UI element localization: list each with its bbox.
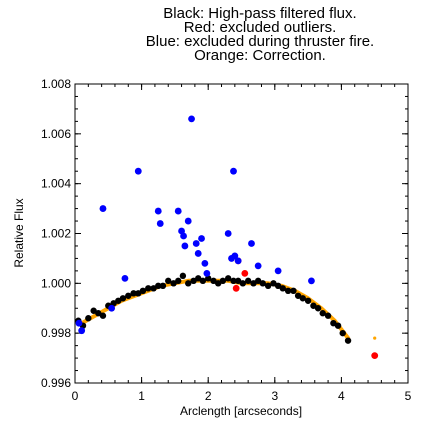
blue-point	[108, 304, 116, 312]
y-tick-label: 1.000	[41, 276, 71, 290]
black-point	[259, 280, 267, 287]
black-point	[230, 277, 237, 285]
blue-point	[231, 252, 239, 260]
blue-point	[121, 274, 129, 282]
title-line-2: Red: excluded outliers.	[184, 19, 337, 36]
red-point	[232, 284, 240, 292]
blue-point	[78, 327, 86, 335]
black-point	[85, 315, 92, 322]
blue-point	[188, 115, 195, 123]
x-tick-label: 5	[405, 389, 412, 403]
data-points	[75, 115, 379, 359]
black-point	[264, 282, 272, 290]
blue-point	[154, 207, 162, 215]
black-point	[244, 277, 252, 285]
blue-point	[134, 167, 142, 175]
chart-title: Black: High-pass filtered flux. Red: exc…	[146, 5, 374, 64]
y-axis-label: Relative Flux	[12, 198, 26, 267]
blue-point	[248, 240, 255, 247]
black-point	[290, 287, 297, 295]
correction-series	[79, 278, 377, 341]
blue-point	[99, 205, 107, 212]
x-tick-label: 3	[271, 389, 278, 403]
x-tick-label: 1	[138, 389, 145, 403]
blue-point	[198, 235, 205, 242]
black-point	[324, 312, 332, 319]
y-tick-label: 0.996	[41, 376, 71, 390]
black-point	[334, 322, 342, 329]
blue-point	[181, 242, 189, 250]
blue-point	[274, 267, 282, 275]
blue-point	[156, 220, 164, 227]
black-point	[165, 277, 172, 285]
black-point	[319, 310, 326, 317]
black-point	[130, 290, 137, 297]
x-tick-label: 2	[205, 389, 212, 403]
black-point	[145, 285, 152, 292]
y-tick-label: 1.006	[41, 127, 71, 141]
blue-point	[308, 277, 315, 285]
x-axis-label: Arclength [arcseconds]	[180, 404, 302, 418]
plot-frame	[74, 83, 409, 384]
y-axis: 0.996 0.998 1.000 1.002 1.004 1.006 1.008	[41, 77, 408, 390]
blue-point	[192, 240, 200, 247]
black-point	[185, 280, 192, 287]
blue-point	[201, 260, 209, 267]
black-point	[304, 297, 312, 304]
blue-point	[75, 319, 83, 327]
blue-point	[230, 167, 237, 175]
black-point	[299, 295, 306, 302]
y-tick-label: 0.998	[41, 326, 71, 340]
red-point	[371, 352, 379, 359]
black-point	[339, 329, 346, 337]
x-axis: 0 1 2 3 4 5	[72, 84, 412, 403]
black-point	[224, 275, 232, 282]
blue-point	[184, 217, 192, 225]
red-point	[241, 269, 249, 277]
y-tick-label: 1.002	[41, 227, 71, 241]
blue-point	[174, 207, 182, 215]
y-tick-label: 1.008	[41, 77, 71, 91]
x-tick-label: 0	[72, 389, 79, 403]
blue-point	[203, 269, 211, 277]
title-line-1: Black: High-pass filtered flux.	[163, 5, 356, 22]
black-point	[175, 277, 182, 285]
black-point	[284, 287, 292, 295]
correction-line	[79, 278, 351, 341]
title-line-3: Blue: excluded during thruster fire.	[146, 33, 374, 50]
correction-point-outlier	[373, 336, 377, 340]
black-point	[139, 287, 147, 295]
blue-point	[180, 232, 187, 240]
black-point	[159, 282, 167, 290]
black-point	[219, 277, 227, 285]
x-tick-label: 4	[338, 389, 345, 403]
black-point	[119, 295, 127, 302]
black-point	[314, 305, 322, 312]
y-tick-label: 1.004	[41, 177, 71, 191]
black-point	[155, 282, 162, 290]
blue-point	[234, 257, 242, 265]
black-point	[99, 312, 107, 319]
black-point	[125, 292, 132, 299]
blue-point	[254, 262, 262, 270]
black-point	[239, 280, 247, 287]
black-point	[344, 337, 352, 344]
black-point	[199, 277, 207, 285]
blue-point	[194, 250, 202, 257]
black-point	[279, 285, 286, 292]
black-point	[179, 272, 187, 280]
blue-point	[224, 230, 232, 237]
title-line-4: Orange: Correction.	[194, 47, 326, 64]
